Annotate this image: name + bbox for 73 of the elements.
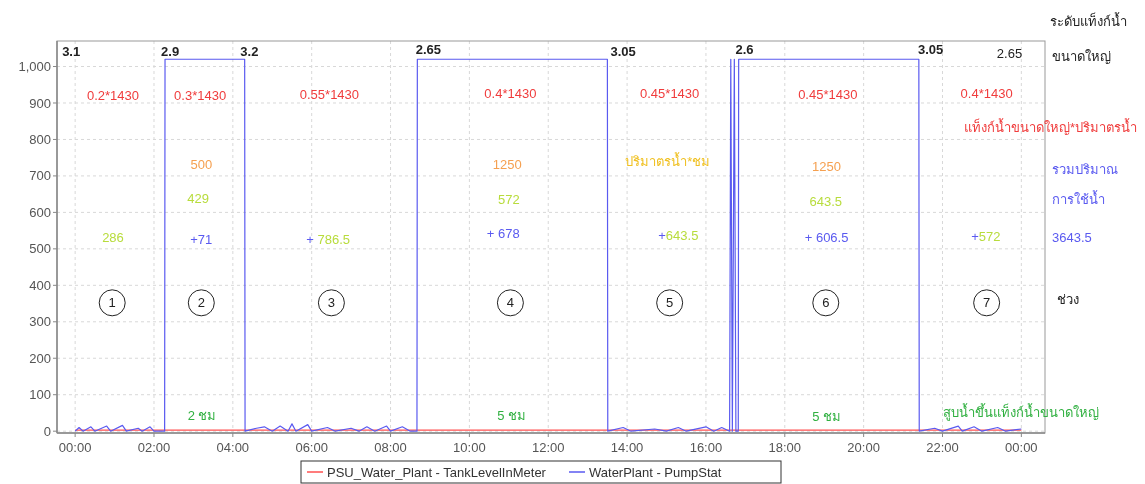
annotation: 2.65 (415, 42, 442, 58)
text: ช่วง (1057, 292, 1079, 307)
annotation: + 786.5 (306, 231, 351, 247)
annotation: + 606.5 (804, 230, 849, 246)
x-tick-label: 08:00 (374, 440, 407, 455)
x-tick-label: 00:00 (1005, 440, 1038, 455)
x-tick-label: 10:00 (453, 440, 486, 455)
annotation: 643.5 (809, 194, 843, 210)
annotation: แท็งก์น้ำขนาดใหญ่*ปริมาตรน้ำ (963, 118, 1137, 135)
annotation: 0.4*1430 (484, 86, 537, 102)
annotation: 4 (506, 295, 515, 311)
annotation: 0.4*1430 (960, 86, 1013, 102)
annotation: 3.2 (240, 44, 259, 60)
annotation: 429 (187, 191, 209, 207)
annotation: 500 (190, 157, 213, 173)
annotation: 5 ชม (812, 408, 842, 424)
annotation: +71 (190, 232, 213, 248)
y-tick-label: 100 (29, 387, 51, 403)
x-tick-label: 04:00 (216, 440, 250, 455)
annotation: 1250 (492, 157, 522, 173)
annotation: 6 (822, 295, 830, 311)
annotation: 3.05 (918, 42, 944, 58)
y-tick-label: 500 (29, 241, 51, 257)
annotation: 2 ชม (187, 407, 217, 423)
annotation: 3 (327, 295, 336, 311)
annotation: 0.2*1430 (86, 88, 140, 104)
annotation: + 678 (486, 226, 520, 242)
annotation: 0.55*1430 (299, 87, 360, 103)
annotation: 0.45*1430 (640, 86, 700, 102)
text: ระดับแท็งก์น้ำ (1050, 12, 1127, 29)
annotation: ปริมาตรน้ำ*ชม (625, 152, 711, 170)
text: ขนาดใหญ่ (1052, 49, 1111, 64)
legend-label: WaterPlant - PumpStat (589, 464, 722, 480)
annotation: 2.6 (735, 42, 754, 58)
annotation: 5 (666, 295, 674, 311)
y-tick-label: 200 (29, 350, 51, 366)
annotation: +572 (971, 229, 1001, 245)
annotation: 2 (197, 295, 205, 311)
y-tick-label: 0 (43, 423, 51, 439)
x-tick-label: 12:00 (531, 440, 565, 455)
annotation: สูบน้ำขึ้นแท็งก์น้ำขนาดใหญ่ (942, 402, 1099, 421)
x-tick-label: 06:00 (295, 440, 328, 455)
annotation: 3.1 (62, 44, 81, 60)
y-tick-label: 1,000 (18, 59, 51, 75)
text: การใช้น้ำ (1052, 190, 1105, 207)
annotation: 2.65 (996, 46, 1023, 62)
text: 3643.5 (1052, 230, 1092, 245)
text: รวมปริมาณ (1052, 162, 1118, 177)
annotation: 572 (497, 192, 520, 208)
annotation: 286 (102, 230, 124, 246)
legend-label: PSU_Water_Plant - TankLevelInMeter (327, 464, 547, 480)
y-tick-label: 600 (29, 204, 51, 220)
x-tick-label: 22:00 (926, 440, 959, 455)
annotation: 1250 (812, 159, 842, 175)
y-tick-label: 900 (29, 95, 51, 111)
annotation: 1 (108, 295, 116, 311)
x-tick-label: 02:00 (137, 440, 171, 455)
annotation: +643.5 (658, 228, 699, 244)
annotation: 0.45*1430 (798, 87, 858, 103)
x-tick-label: 16:00 (689, 440, 723, 455)
annotation: 0.3*1430 (174, 88, 227, 104)
x-tick-label: 18:00 (768, 440, 802, 455)
annotation: 5 ชม (497, 407, 526, 423)
annotation: 3.05 (610, 44, 636, 60)
annotation: 2.9 (161, 44, 180, 60)
y-tick-label: 800 (29, 132, 51, 148)
x-tick-label: 20:00 (847, 440, 880, 455)
x-tick-label: 14:00 (610, 440, 644, 455)
x-tick-label: 00:00 (58, 440, 92, 455)
y-tick-label: 300 (29, 314, 51, 330)
annotation: 7 (983, 295, 991, 311)
y-tick-label: 700 (29, 168, 51, 184)
y-tick-label: 400 (29, 277, 51, 293)
